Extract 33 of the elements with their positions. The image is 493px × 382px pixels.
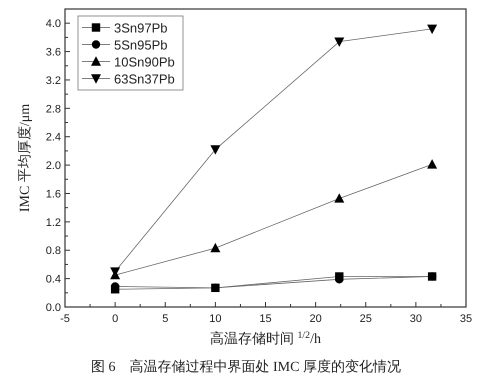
x-tick-label: 5 — [162, 313, 168, 325]
x-tick-label: 30 — [410, 313, 422, 325]
legend-label: 3Sn97Pb — [114, 20, 168, 36]
y-tick-label: 2.4 — [46, 132, 61, 144]
point — [334, 37, 344, 47]
legend-label: 10Sn90Pb — [114, 54, 175, 70]
x-tick-label: 35 — [460, 313, 472, 325]
x-axis-title: 高温存储时间 $^{1/2}$/h — [210, 330, 321, 347]
legend-label: 5Sn95Pb — [114, 38, 168, 52]
point — [210, 242, 220, 252]
point — [427, 159, 438, 169]
y-axis-title: IMC 平均厚度/μm — [17, 104, 33, 212]
point — [210, 145, 220, 155]
y-tick-label: 3.6 — [46, 46, 61, 59]
y-tick-label: 0.4 — [46, 274, 61, 286]
x-tick-label: -5 — [60, 313, 70, 325]
caption: 图 6 高温存储过程中界面处 IMC 厚度的变化情况 — [91, 359, 401, 375]
y-tick-label: 0.8 — [46, 245, 61, 258]
legend-label: 63Sn37Pb — [114, 72, 175, 86]
y-tick-label: 3.2 — [46, 74, 61, 87]
y-tick-label: 1.2 — [46, 216, 61, 229]
x-tick-label: 0 — [112, 313, 118, 325]
x-tick-label: 20 — [310, 313, 322, 325]
point — [427, 24, 438, 34]
x-tick-label: 25 — [360, 313, 372, 325]
y-tick-label: 0.0 — [46, 302, 61, 314]
y-tick-label: 2.0 — [46, 160, 61, 172]
y-tick-label: 4.0 — [46, 18, 61, 30]
y-tick-label: 1.6 — [46, 188, 61, 200]
x-tick-label: 10 — [209, 313, 222, 325]
y-tick-label: 2.8 — [46, 103, 61, 116]
point — [334, 193, 344, 203]
x-tick-label: 15 — [259, 313, 272, 325]
